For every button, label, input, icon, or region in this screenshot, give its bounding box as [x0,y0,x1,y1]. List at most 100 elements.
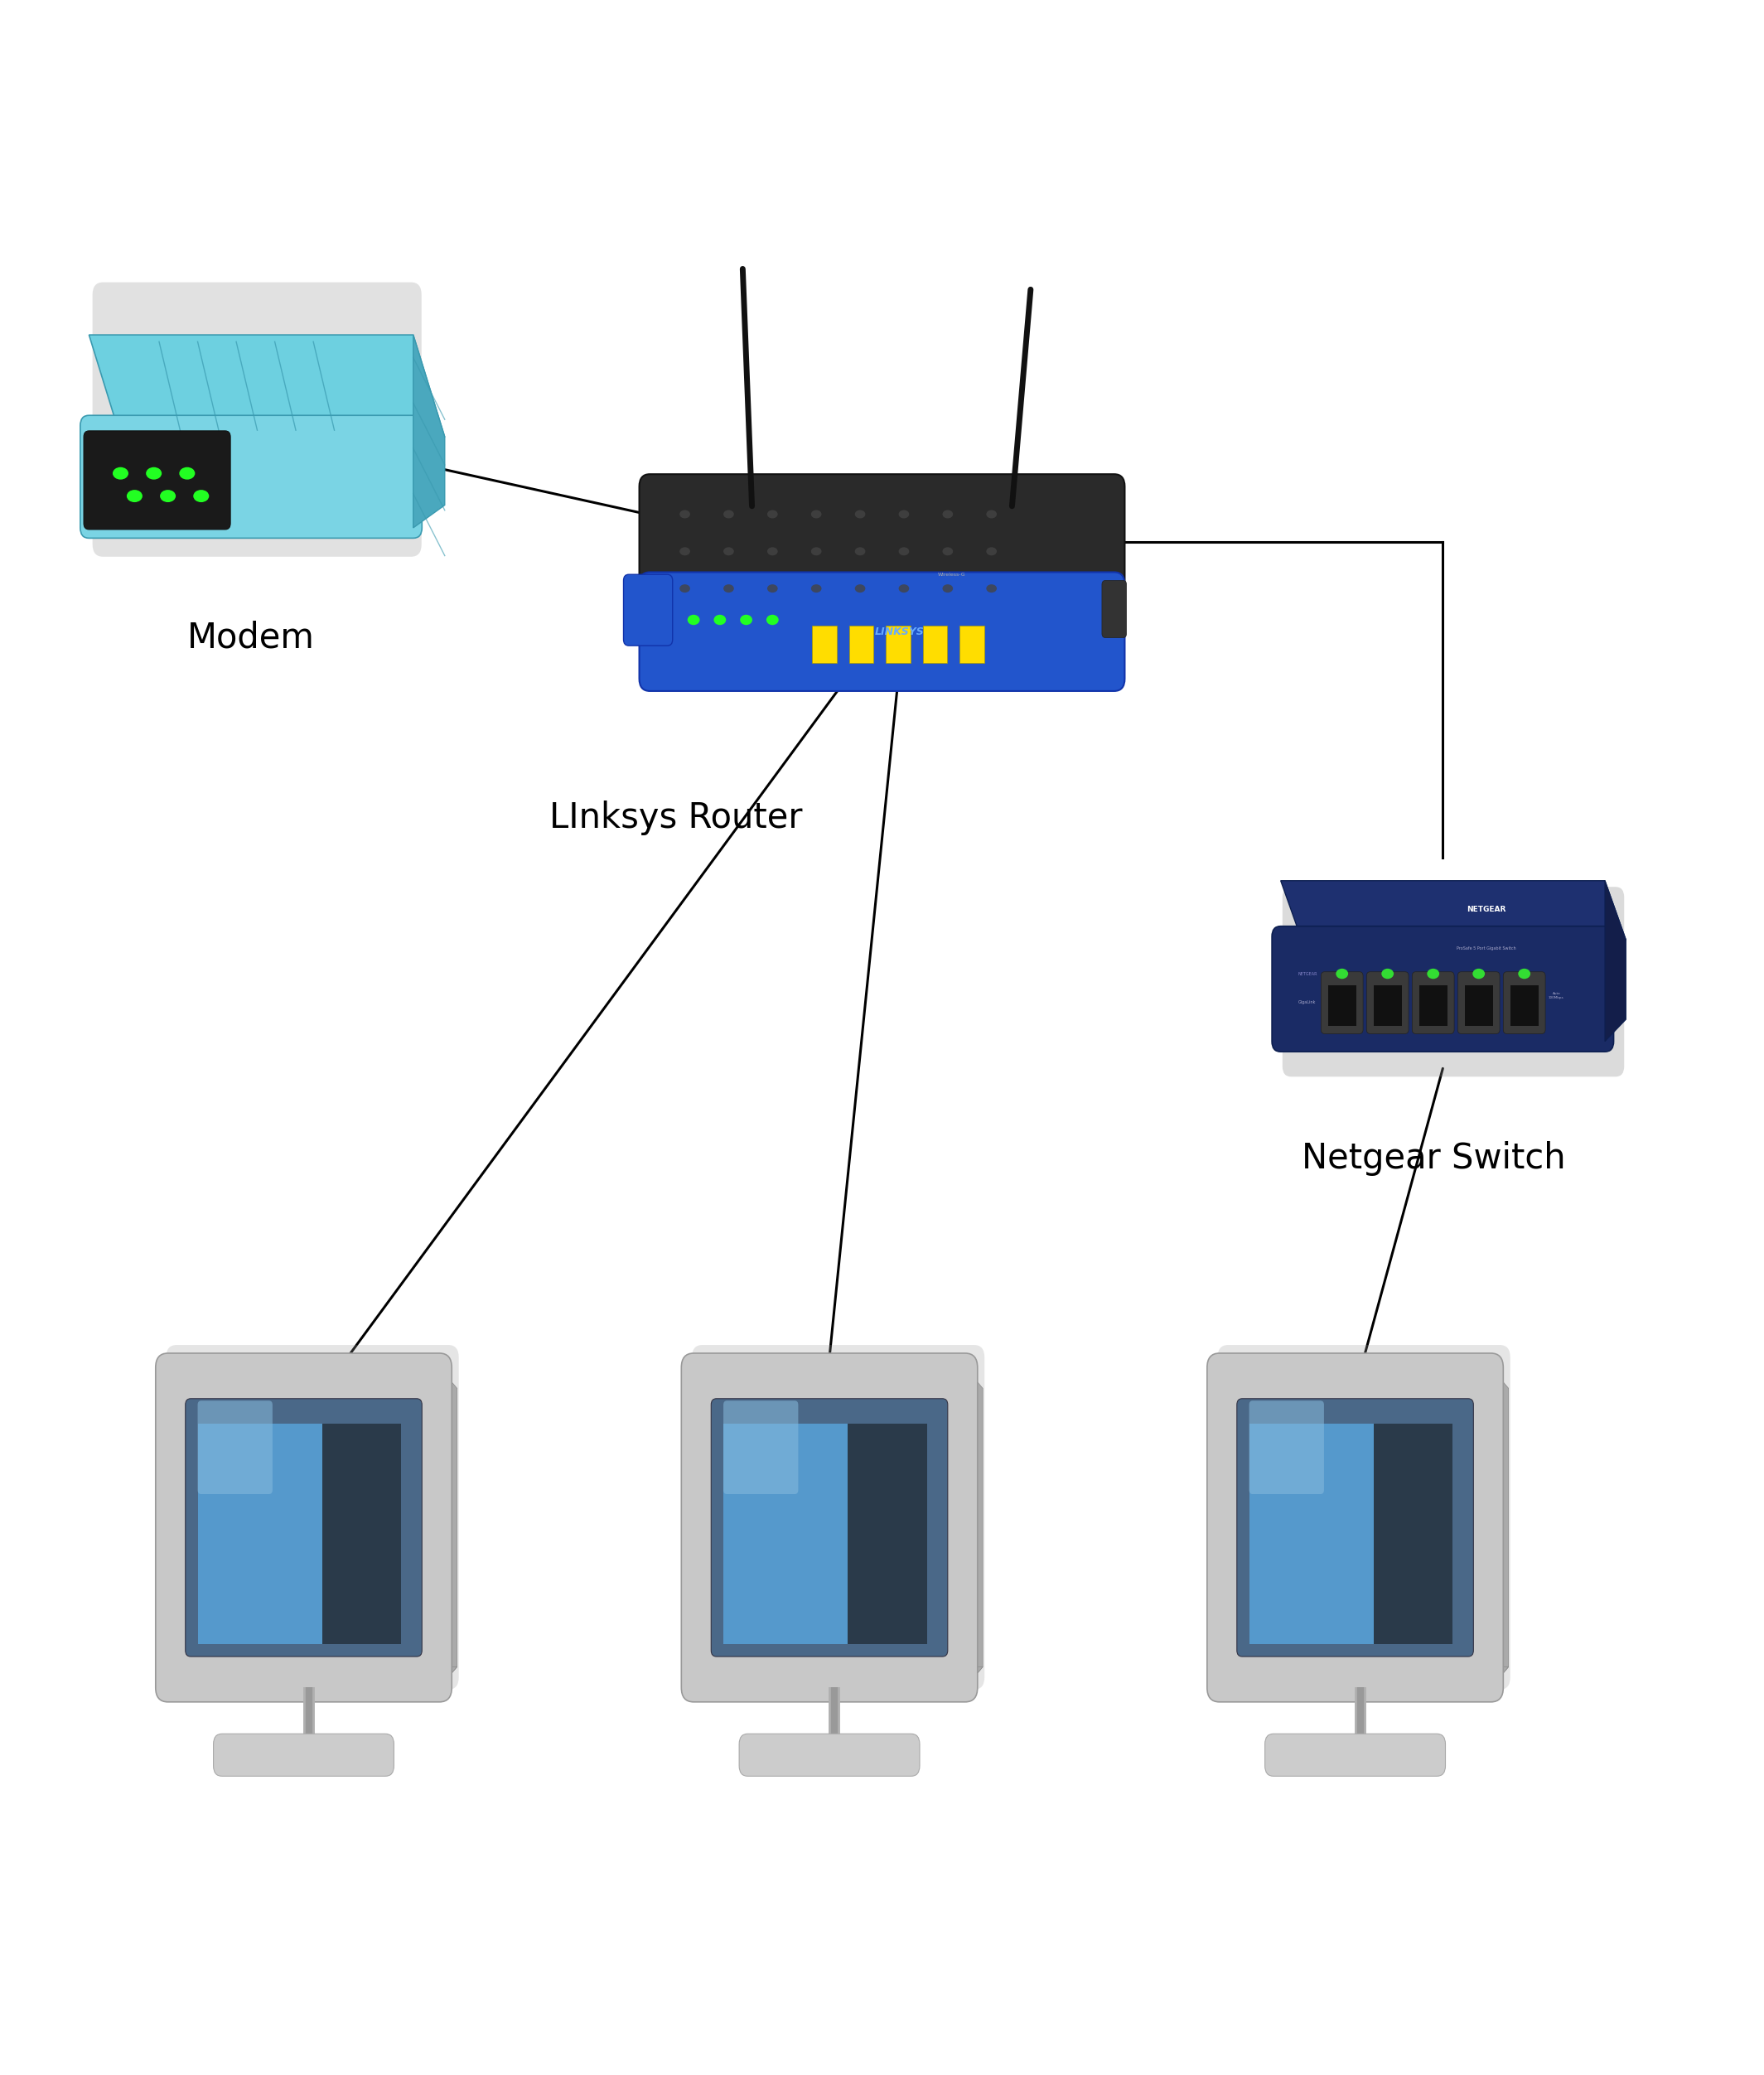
Polygon shape [1491,1367,1508,1687]
Ellipse shape [146,467,162,479]
Ellipse shape [1519,969,1531,979]
Polygon shape [88,334,445,438]
Text: Modem: Modem [187,620,314,656]
Polygon shape [413,334,445,527]
Ellipse shape [1282,1751,1439,1766]
Ellipse shape [1335,969,1348,979]
FancyBboxPatch shape [1321,971,1364,1033]
Ellipse shape [723,585,734,593]
FancyBboxPatch shape [1367,971,1409,1033]
Text: LInksys Router: LInksys Router [549,801,803,834]
FancyBboxPatch shape [1237,1399,1473,1656]
FancyBboxPatch shape [92,282,422,556]
Polygon shape [168,1666,457,1687]
Bar [813,627,836,664]
Ellipse shape [767,510,778,519]
Ellipse shape [679,585,690,593]
Text: GigaLink: GigaLink [1298,1000,1316,1004]
Bar [1374,1423,1452,1643]
FancyBboxPatch shape [739,1735,919,1776]
Ellipse shape [766,614,778,625]
Bar [960,627,984,664]
FancyBboxPatch shape [1217,1345,1510,1689]
Ellipse shape [898,548,908,556]
Bar [1464,986,1492,1027]
Polygon shape [965,1367,983,1687]
Ellipse shape [811,585,822,593]
Ellipse shape [942,548,953,556]
Polygon shape [1281,880,1626,940]
Ellipse shape [113,467,129,479]
FancyBboxPatch shape [1249,1401,1325,1494]
Ellipse shape [1427,969,1439,979]
Polygon shape [439,1367,457,1687]
Text: ProSafe 5 Port Gigabit Switch: ProSafe 5 Port Gigabit Switch [1457,946,1517,950]
Bar [923,627,947,664]
Bar [1420,986,1446,1027]
Text: Netgear Switch: Netgear Switch [1302,1141,1566,1174]
FancyBboxPatch shape [79,415,422,537]
Ellipse shape [986,548,997,556]
Ellipse shape [688,614,700,625]
FancyBboxPatch shape [639,573,1125,691]
Ellipse shape [714,614,727,625]
FancyBboxPatch shape [1282,886,1625,1077]
Ellipse shape [986,510,997,519]
Ellipse shape [741,614,751,625]
Ellipse shape [767,548,778,556]
Text: NETGEAR: NETGEAR [1468,905,1506,913]
Bar [323,1423,400,1643]
FancyBboxPatch shape [1265,1735,1445,1776]
Ellipse shape [986,585,997,593]
FancyBboxPatch shape [155,1353,452,1701]
FancyBboxPatch shape [711,1399,947,1656]
FancyBboxPatch shape [681,1353,977,1701]
Ellipse shape [229,1751,388,1766]
Ellipse shape [161,490,176,502]
FancyBboxPatch shape [83,432,231,529]
Ellipse shape [723,510,734,519]
Bar [1249,1423,1374,1643]
Polygon shape [1219,1666,1508,1687]
Ellipse shape [1473,969,1485,979]
Ellipse shape [194,490,210,502]
Ellipse shape [767,585,778,593]
Bar [848,1423,926,1643]
FancyBboxPatch shape [1457,971,1499,1033]
Ellipse shape [856,585,866,593]
Bar [1374,986,1402,1027]
Bar [1510,986,1538,1027]
Ellipse shape [898,585,908,593]
Ellipse shape [898,510,908,519]
Ellipse shape [757,1751,914,1766]
Ellipse shape [723,548,734,556]
FancyBboxPatch shape [213,1735,393,1776]
Ellipse shape [1381,969,1394,979]
Bar [723,1423,848,1643]
Polygon shape [1605,880,1626,1042]
Ellipse shape [180,467,196,479]
FancyBboxPatch shape [691,1345,984,1689]
Ellipse shape [942,585,953,593]
FancyBboxPatch shape [1207,1353,1503,1701]
FancyBboxPatch shape [623,575,672,645]
Polygon shape [693,1666,983,1687]
Ellipse shape [942,510,953,519]
Ellipse shape [811,548,822,556]
Ellipse shape [856,510,866,519]
Text: NETGEAR: NETGEAR [1298,971,1318,975]
Text: LINKSYS: LINKSYS [875,627,924,637]
Ellipse shape [811,510,822,519]
Bar [198,1423,323,1643]
FancyBboxPatch shape [1272,925,1614,1052]
Ellipse shape [679,510,690,519]
FancyBboxPatch shape [639,475,1125,606]
FancyBboxPatch shape [723,1401,799,1494]
FancyBboxPatch shape [1102,581,1127,637]
FancyBboxPatch shape [198,1401,272,1494]
FancyBboxPatch shape [185,1399,422,1656]
FancyBboxPatch shape [1503,971,1545,1033]
Bar [886,627,910,664]
Ellipse shape [127,490,143,502]
FancyBboxPatch shape [166,1345,459,1689]
